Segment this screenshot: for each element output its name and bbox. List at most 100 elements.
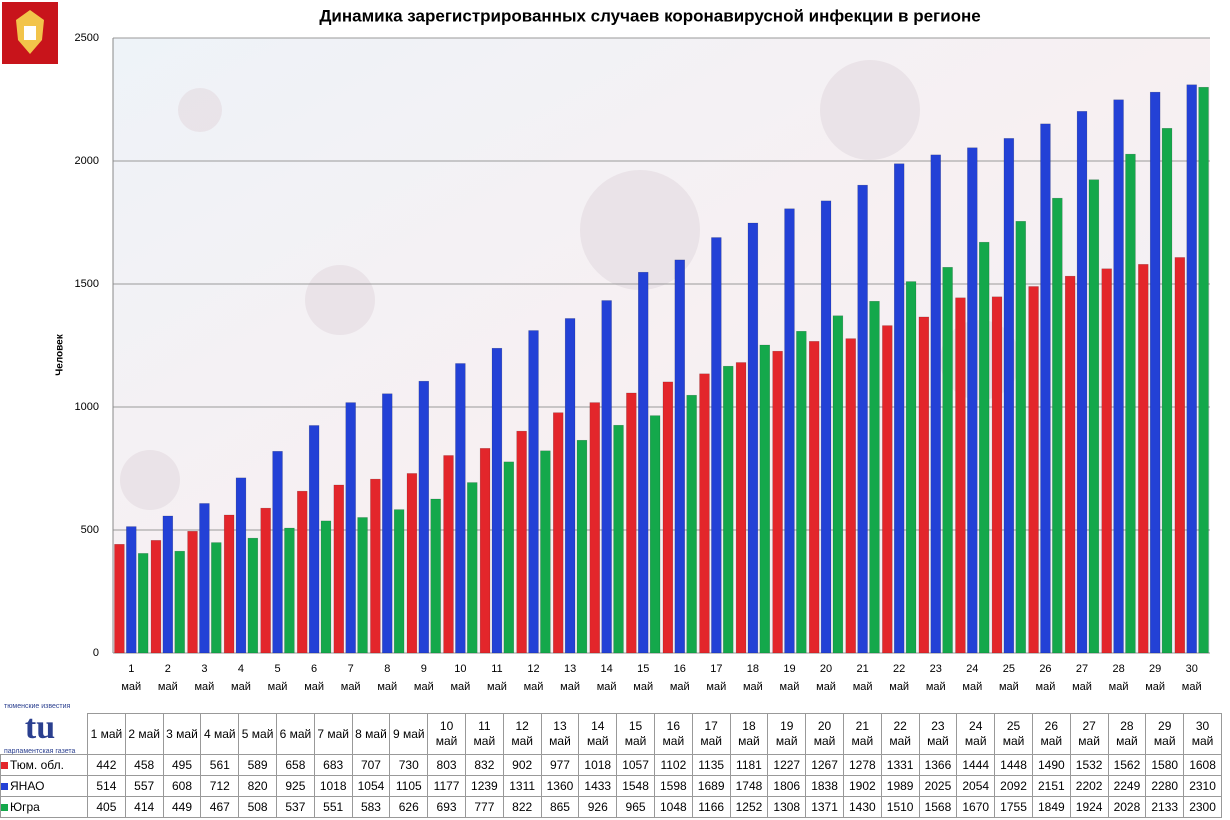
value-cell: 1308 xyxy=(767,796,807,818)
bar xyxy=(406,473,418,654)
value-cell: 405 xyxy=(87,796,126,818)
value-cell: 1054 xyxy=(351,775,391,797)
bar xyxy=(1113,99,1124,654)
y-tick-label: 500 xyxy=(81,524,99,536)
x-tick-label: 23 май xyxy=(925,663,946,693)
value-cell: 1102 xyxy=(653,754,693,776)
bar xyxy=(1101,268,1112,654)
bar xyxy=(553,412,564,654)
value-cell: 1371 xyxy=(805,796,844,818)
bar xyxy=(1052,197,1063,654)
bar xyxy=(1174,257,1186,654)
value-cell: 693 xyxy=(427,796,466,818)
value-cell: 1433 xyxy=(578,775,618,797)
bar xyxy=(126,526,137,654)
header-cell: 8 май xyxy=(351,713,391,755)
data-row: Югра 405 414 449 467 508 537 551 583 626 693 777 822… xyxy=(0,796,1222,818)
bar xyxy=(638,271,649,654)
x-tick-label: 4 май xyxy=(231,663,251,693)
bar xyxy=(174,550,185,654)
y-tick-label: 2000 xyxy=(75,155,99,167)
value-cell: 977 xyxy=(540,754,580,776)
value-cell: 2133 xyxy=(1145,796,1185,818)
bar xyxy=(772,350,783,654)
value-cell: 1670 xyxy=(956,796,996,818)
value-cell: 2028 xyxy=(1107,796,1147,818)
value-cell: 1018 xyxy=(313,775,353,797)
header-cell: 7 май xyxy=(313,713,353,755)
value-cell: 658 xyxy=(275,754,315,776)
value-cell: 1755 xyxy=(994,796,1033,818)
bar xyxy=(882,325,893,654)
bar xyxy=(418,380,430,654)
x-tick-label: 24 май xyxy=(962,663,983,693)
value-cell: 449 xyxy=(162,796,202,818)
value-cell: 1105 xyxy=(389,775,429,797)
value-cell: 442 xyxy=(87,754,126,776)
bar xyxy=(272,451,283,654)
chart-title: Динамика зарегистрированных случаев коро… xyxy=(319,6,980,25)
x-tick-label: 8 май xyxy=(377,663,398,693)
x-tick-label: 2 май xyxy=(157,663,178,693)
bar xyxy=(393,509,405,654)
value-cell: 1227 xyxy=(767,754,807,776)
bar xyxy=(528,330,539,654)
value-cell: 589 xyxy=(238,754,277,776)
x-tick-label: 6 май xyxy=(304,663,325,693)
value-cell: 777 xyxy=(464,796,504,818)
value-cell: 458 xyxy=(124,754,164,776)
value-cell: 2054 xyxy=(956,775,996,797)
x-tick-label: 12 май xyxy=(523,663,544,693)
emblem xyxy=(2,2,58,64)
header-cell: 14 май xyxy=(578,713,618,755)
value-cell: 467 xyxy=(200,796,240,818)
header-cell: 26 май xyxy=(1031,713,1071,755)
bar xyxy=(808,341,820,654)
value-cell: 514 xyxy=(87,775,126,797)
value-cell: 1252 xyxy=(729,796,769,818)
bar xyxy=(137,553,149,654)
bar xyxy=(430,498,441,654)
bar xyxy=(223,514,235,654)
x-tick-label: 17 май xyxy=(706,663,727,693)
bar xyxy=(284,527,295,654)
x-tick-label: 10 май xyxy=(450,663,471,693)
header-cell: 21 май xyxy=(842,713,882,755)
bar xyxy=(576,439,588,654)
bar xyxy=(1064,275,1076,654)
bar xyxy=(114,544,125,654)
value-cell: 537 xyxy=(275,796,315,818)
plot-background xyxy=(113,38,1210,653)
value-cell: 925 xyxy=(275,775,315,797)
value-cell: 1568 xyxy=(918,796,958,818)
bar xyxy=(187,530,198,654)
y-axis-label: Человек xyxy=(55,333,66,375)
bar xyxy=(357,517,368,654)
value-cell: 608 xyxy=(162,775,202,797)
value-cell: 1166 xyxy=(691,796,731,818)
value-cell: 822 xyxy=(502,796,542,818)
header-row: 1 май 2 май 3 май 4 май 5 май 6 май 7 май 8 май… xyxy=(1,713,1222,755)
bar xyxy=(516,430,527,654)
value-cell: 561 xyxy=(200,754,240,776)
logo-bottom: парламентская газета xyxy=(4,748,75,755)
bar xyxy=(297,490,308,654)
logo: тюменские известия tu парламентская газе… xyxy=(4,703,75,755)
bar xyxy=(235,477,247,654)
value-cell: 902 xyxy=(502,754,542,776)
bar xyxy=(345,402,356,654)
bar xyxy=(918,316,930,654)
bar xyxy=(333,484,344,654)
header-cell: 24 май xyxy=(956,713,996,755)
bar xyxy=(759,344,770,654)
legend-label: ЯНАО xyxy=(10,779,45,793)
header-cell: 12 май xyxy=(502,713,542,755)
y-tick-label: 2500 xyxy=(75,32,99,44)
legend-label: Тюм. обл. xyxy=(10,758,64,772)
bar xyxy=(1040,123,1051,654)
header-cell: 15 май xyxy=(616,713,655,755)
value-cell: 1311 xyxy=(502,775,542,797)
bar xyxy=(1138,264,1149,654)
header-cell: 6 май xyxy=(275,713,315,755)
